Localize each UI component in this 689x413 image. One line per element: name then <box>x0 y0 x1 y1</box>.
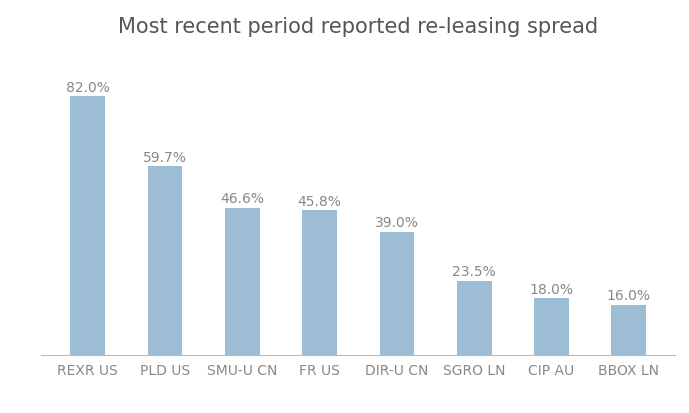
Bar <box>534 299 569 355</box>
Text: 39.0%: 39.0% <box>375 216 419 230</box>
Bar <box>302 211 337 355</box>
Bar <box>457 281 492 355</box>
Text: 18.0%: 18.0% <box>530 282 573 296</box>
Text: 59.7%: 59.7% <box>143 151 187 164</box>
Text: 23.5%: 23.5% <box>453 265 496 279</box>
Text: 82.0%: 82.0% <box>65 81 110 94</box>
Text: 16.0%: 16.0% <box>607 288 651 302</box>
Text: 45.8%: 45.8% <box>298 195 342 208</box>
Bar <box>380 232 414 355</box>
Bar <box>147 167 183 355</box>
Title: Most recent period reported re-leasing spread: Most recent period reported re-leasing s… <box>119 17 598 37</box>
Bar <box>225 208 260 355</box>
Bar <box>611 305 646 355</box>
Text: 46.6%: 46.6% <box>220 192 265 206</box>
Bar <box>70 97 105 355</box>
